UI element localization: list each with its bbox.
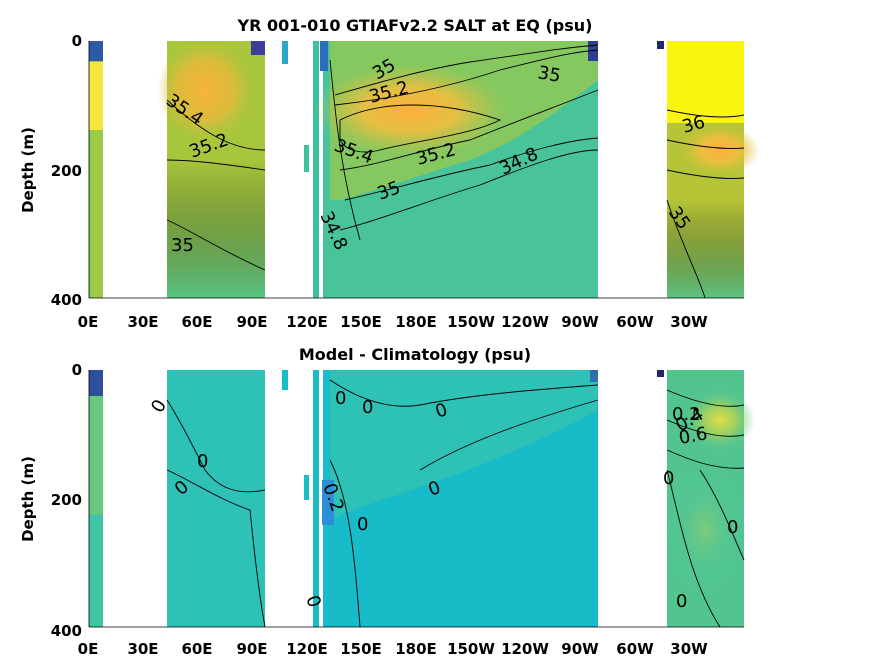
- diff-field: [89, 370, 755, 627]
- diff-atlantic-core: [685, 390, 755, 450]
- salt-xtick-10: 60W: [616, 313, 654, 331]
- salt-xtick-0: 0E: [78, 313, 99, 331]
- salt-xtick-11: 30W: [670, 313, 708, 331]
- salt-xtick-5: 150E: [340, 313, 382, 331]
- diff-xtick-5: 150E: [340, 640, 382, 656]
- diff-indian-main: [167, 370, 265, 627]
- salt-atlantic-core: [680, 125, 760, 175]
- salt-strip-1: [313, 41, 319, 298]
- salt-label-11: 35: [536, 62, 562, 87]
- diff-ytick-1: 200: [51, 491, 82, 509]
- salt-panel-ylabel: Depth (m): [19, 127, 37, 213]
- diff-xtick-4: 120E: [286, 640, 328, 656]
- diff-xtick-1: 30E: [127, 640, 158, 656]
- salt-field: [89, 40, 760, 298]
- diff-axes: 0 200 400 0E 30E 60E 90E 120E 150E 180E …: [51, 361, 744, 656]
- diff-strip-1: [313, 370, 319, 627]
- salt-strip-2: [304, 145, 309, 172]
- diff-label-4: 0: [335, 388, 346, 409]
- diff-label-13: 0.6: [677, 423, 709, 449]
- salt-axes: 0 200 400 0E 30E 60E 90E 120E 150E 180E …: [51, 32, 744, 331]
- salt-xtick-7: 150W: [447, 313, 495, 331]
- diff-west-green: [89, 395, 103, 515]
- diff-label-9: 0: [357, 514, 368, 535]
- salt-panel: YR 001-010 GTIAFv2.2 SALT at EQ (psu) De…: [19, 16, 760, 331]
- diff-xtick-0: 0E: [78, 640, 99, 656]
- salt-xtick-9: 90W: [561, 313, 599, 331]
- diff-panel-title: Model - Climatology (psu): [299, 345, 531, 364]
- diff-label-2: 0: [197, 451, 208, 472]
- diff-label-14: 0: [663, 468, 674, 489]
- salt-panel-title: YR 001-010 GTIAFv2.2 SALT at EQ (psu): [237, 16, 593, 35]
- diff-strip-2: [304, 475, 309, 500]
- diff-dark-1: [89, 370, 103, 396]
- diff-label-11: 0.2: [672, 404, 701, 425]
- diff-xtick-2: 60E: [181, 640, 212, 656]
- salt-west-yellow: [89, 62, 103, 130]
- salt-indian-gradient: [167, 160, 265, 298]
- salt-xtick-1: 30E: [127, 313, 158, 331]
- salt-xtick-8: 120W: [501, 313, 549, 331]
- salt-xtick-6: 180E: [395, 313, 437, 331]
- diff-dark-2: [657, 370, 664, 377]
- diff-xtick-10: 60W: [616, 640, 654, 656]
- diff-xtick-9: 90W: [561, 640, 599, 656]
- diff-negative-blue: [322, 480, 334, 525]
- diff-dark-3: [590, 370, 598, 382]
- salt-atlantic-deep: [667, 200, 744, 298]
- salt-contours: [166, 44, 745, 299]
- diff-xtick-7: 150W: [447, 640, 495, 656]
- diff-contours: [166, 379, 745, 628]
- diff-pacific-shelf: [330, 370, 598, 520]
- diff-ytick-0: 0: [72, 361, 82, 379]
- salt-ytick-2: 400: [51, 291, 82, 309]
- salt-dark-1: [89, 41, 103, 61]
- salt-xtick-3: 90E: [236, 313, 267, 331]
- diff-xtick-6: 180E: [395, 640, 437, 656]
- salt-strip-3: [282, 41, 288, 64]
- diff-atlantic-low: [665, 470, 745, 590]
- diff-label-15: 0: [727, 517, 738, 538]
- salt-ytick-0: 0: [72, 32, 82, 50]
- diff-label-5: 0: [362, 397, 373, 418]
- salt-dark-2: [251, 41, 265, 55]
- salt-xtick-4: 120E: [286, 313, 328, 331]
- diff-strip-3: [282, 370, 288, 390]
- salt-xtick-2: 60E: [181, 313, 212, 331]
- salt-dark-5: [320, 41, 328, 71]
- salt-indian-core: [157, 40, 253, 140]
- diff-panel-ylabel: Depth (m): [19, 456, 37, 542]
- diff-ytick-2: 400: [51, 622, 82, 640]
- salt-label-3: 35: [171, 235, 194, 256]
- diff-label-16: 0: [676, 591, 687, 612]
- diff-panel: Model - Climatology (psu) Depth (m): [19, 345, 755, 656]
- salt-ytick-1: 200: [51, 162, 82, 180]
- diff-xtick-3: 90E: [236, 640, 267, 656]
- diff-xtick-11: 30W: [670, 640, 708, 656]
- diff-xtick-8: 120W: [501, 640, 549, 656]
- salt-atlantic-yellow: [667, 41, 744, 123]
- salt-dark-4: [657, 41, 664, 49]
- salt-dark-3: [588, 41, 598, 61]
